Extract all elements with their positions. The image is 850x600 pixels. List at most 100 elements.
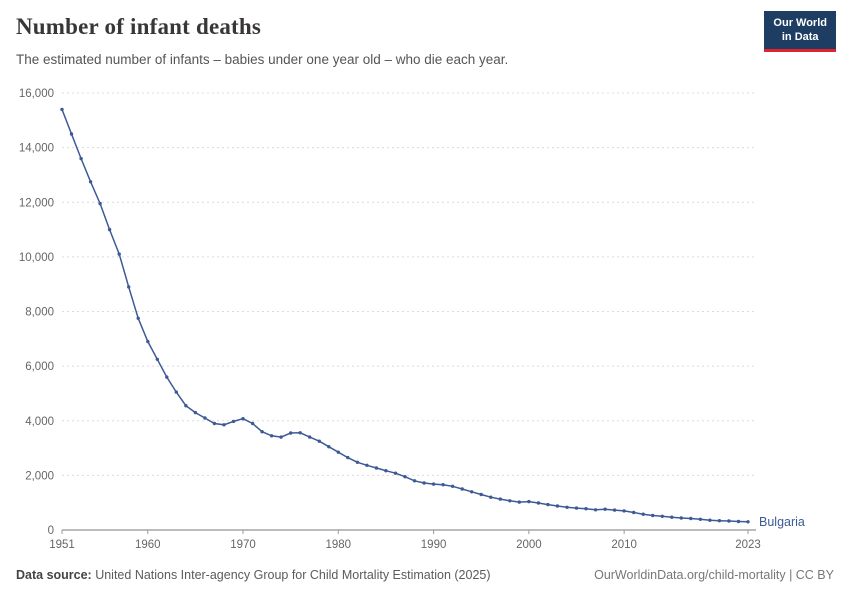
data-point[interactable] [431, 482, 436, 486]
data-point[interactable] [517, 500, 521, 504]
data-point[interactable] [127, 285, 131, 289]
data-point[interactable] [88, 180, 93, 184]
data-point[interactable] [651, 513, 655, 518]
x-axis-tick-label: 1980 [326, 539, 352, 551]
data-point[interactable] [79, 156, 83, 161]
data-point[interactable] [193, 410, 198, 415]
data-point[interactable] [174, 390, 178, 394]
data-point[interactable] [555, 504, 560, 508]
owid-logo-line2: in Data [781, 31, 819, 44]
series-label-bulgaria[interactable]: Bulgaria [759, 515, 805, 529]
data-point[interactable] [450, 484, 455, 488]
data-source: Data source: United Nations Inter-agency… [16, 568, 491, 582]
data-source-text: United Nations Inter-agency Group for Ch… [91, 568, 491, 582]
x-axis-tick-label: 2023 [735, 539, 761, 551]
data-point[interactable] [479, 492, 483, 497]
data-point[interactable] [117, 252, 121, 256]
data-point[interactable] [441, 483, 445, 487]
data-point[interactable] [146, 339, 150, 344]
x-axis-tick-label: 2010 [611, 539, 637, 551]
y-axis-tick-label: 12,000 [19, 197, 54, 209]
data-point[interactable] [698, 517, 703, 521]
data-point[interactable] [355, 460, 360, 464]
data-point[interactable] [260, 430, 264, 434]
y-axis-tick-label: 16,000 [19, 88, 54, 100]
data-point[interactable] [612, 508, 617, 512]
data-point[interactable] [574, 506, 579, 510]
data-point[interactable] [184, 404, 188, 408]
data-point[interactable] [384, 469, 388, 473]
data-point[interactable] [336, 450, 340, 454]
data-point[interactable] [527, 499, 531, 504]
data-point[interactable] [470, 490, 474, 494]
data-point[interactable] [374, 466, 379, 470]
data-point[interactable] [241, 417, 245, 421]
x-axis-tick-label: 1990 [421, 539, 447, 551]
data-point[interactable] [670, 515, 674, 519]
data-point[interactable] [289, 431, 293, 435]
attribution-link[interactable]: OurWorldinData.org/child-mortality | CC … [594, 568, 834, 582]
data-point[interactable] [689, 516, 693, 521]
x-axis-tick-label: 1970 [230, 539, 256, 551]
data-point[interactable] [107, 227, 112, 232]
data-point[interactable] [203, 416, 207, 420]
data-point[interactable] [136, 316, 140, 320]
data-point[interactable] [508, 499, 512, 503]
data-point[interactable] [536, 501, 541, 505]
data-point[interactable] [155, 357, 159, 361]
data-point[interactable] [422, 481, 426, 485]
data-point[interactable] [317, 439, 321, 443]
data-point[interactable] [746, 520, 750, 524]
data-point[interactable] [708, 518, 712, 522]
data-point[interactable] [584, 507, 588, 511]
data-point[interactable] [717, 519, 722, 523]
data-point[interactable] [603, 507, 607, 511]
data-point[interactable] [660, 514, 664, 518]
owid-logo-line1: Our World [773, 17, 827, 29]
owid-logo[interactable]: Our World in Data [764, 11, 836, 52]
y-axis-tick-label: 2,000 [25, 470, 54, 482]
bulgaria-line[interactable] [61, 109, 749, 523]
data-point[interactable] [298, 431, 302, 435]
data-point[interactable] [632, 510, 636, 515]
data-point[interactable] [308, 435, 312, 439]
data-point[interactable] [460, 487, 464, 491]
data-point[interactable] [327, 445, 331, 449]
data-point[interactable] [498, 497, 502, 501]
data-point[interactable] [679, 516, 683, 520]
data-point[interactable] [165, 375, 169, 379]
data-point[interactable] [346, 455, 350, 460]
data-point[interactable] [622, 509, 626, 513]
data-point[interactable] [565, 505, 569, 509]
data-point[interactable] [98, 201, 102, 206]
data-point[interactable] [641, 512, 645, 516]
data-point[interactable] [403, 475, 407, 479]
data-point[interactable] [736, 519, 741, 524]
data-point[interactable] [69, 132, 74, 136]
data-point[interactable] [412, 479, 417, 483]
line-chart: 0 2,000 4,000 6,000 8,000 10,000 12,000 14,000 1… [19, 88, 805, 551]
data-point[interactable] [727, 519, 731, 523]
y-axis-tick-label: 10,000 [19, 252, 54, 264]
chart-subtitle: The estimated number of infants – babies… [16, 52, 509, 67]
data-source-label: Data source: [16, 568, 92, 582]
data-point[interactable] [365, 463, 369, 467]
x-axis-tick-label: 2000 [516, 539, 542, 551]
data-point[interactable] [60, 107, 64, 112]
chart-title: Number of infant deaths [16, 14, 262, 39]
y-axis-tick-label: 4,000 [25, 416, 54, 428]
data-point[interactable] [269, 434, 274, 438]
data-point[interactable] [593, 508, 598, 512]
data-point[interactable] [279, 435, 283, 439]
data-point[interactable] [393, 471, 398, 475]
data-point[interactable] [231, 419, 236, 424]
x-axis-tick-label: 1951 [49, 539, 75, 551]
data-point[interactable] [489, 495, 493, 499]
data-point[interactable] [250, 421, 255, 426]
y-axis-tick-label: 0 [48, 525, 54, 537]
chart-footer: Data source: United Nations Inter-agency… [16, 568, 834, 582]
data-point[interactable] [212, 421, 217, 426]
data-point[interactable] [546, 502, 550, 507]
data-point[interactable] [222, 423, 226, 427]
